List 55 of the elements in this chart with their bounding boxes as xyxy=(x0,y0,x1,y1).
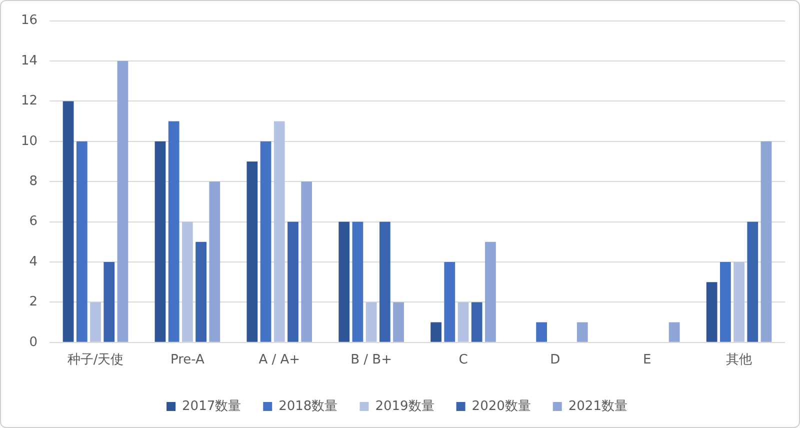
x-tick-label: 种子/天使 xyxy=(67,352,124,368)
bar xyxy=(720,262,731,342)
x-tick-label: A / A+ xyxy=(258,352,300,368)
bar xyxy=(485,242,496,342)
x-tick-label: Pre-A xyxy=(170,352,205,368)
bar xyxy=(209,182,220,342)
legend-label: 2018数量 xyxy=(278,398,338,414)
bar xyxy=(536,322,548,342)
legend-label: 2019数量 xyxy=(375,398,434,414)
bar xyxy=(471,302,482,342)
y-tick-label: 14 xyxy=(20,53,38,68)
bar xyxy=(747,222,758,342)
y-tick-label: 6 xyxy=(29,214,38,230)
bar xyxy=(668,322,680,342)
bar xyxy=(154,141,166,342)
bar xyxy=(706,282,718,342)
legend-label: 2021数量 xyxy=(568,398,628,414)
bar xyxy=(366,302,377,342)
x-tick-label: C xyxy=(458,352,468,368)
bar xyxy=(393,302,404,342)
bar xyxy=(90,302,101,342)
legend-label: 2020数量 xyxy=(472,398,531,414)
bar xyxy=(104,262,115,342)
bar xyxy=(734,262,744,342)
bar xyxy=(168,121,180,342)
bar xyxy=(458,302,469,342)
bar xyxy=(760,141,772,342)
bar xyxy=(288,222,298,342)
bar xyxy=(182,222,193,342)
bar xyxy=(338,222,350,342)
y-tick-label: 2 xyxy=(29,294,38,310)
x-tick-label: D xyxy=(550,352,560,368)
bar xyxy=(430,322,442,342)
bar xyxy=(444,262,456,342)
bar xyxy=(246,162,258,342)
bar xyxy=(117,61,128,342)
y-tick-label: 8 xyxy=(29,174,38,189)
legend-label: 2017数量 xyxy=(182,398,242,414)
bar xyxy=(352,222,364,342)
x-tick-label: E xyxy=(642,352,652,368)
bar xyxy=(196,242,206,342)
bar xyxy=(274,121,285,342)
bar xyxy=(260,141,272,342)
y-tick-label: 0 xyxy=(29,334,38,350)
bar xyxy=(576,322,588,342)
y-tick-label: 10 xyxy=(20,134,38,149)
x-tick-label: B / B+ xyxy=(350,352,392,368)
bar xyxy=(301,182,312,342)
bar xyxy=(76,141,88,342)
y-tick-label: 12 xyxy=(20,94,38,109)
y-tick-label: 16 xyxy=(20,13,38,28)
x-tick-label: 其他 xyxy=(726,352,752,368)
bar xyxy=(379,222,390,342)
y-tick-label: 4 xyxy=(29,254,38,270)
bar xyxy=(62,101,74,342)
